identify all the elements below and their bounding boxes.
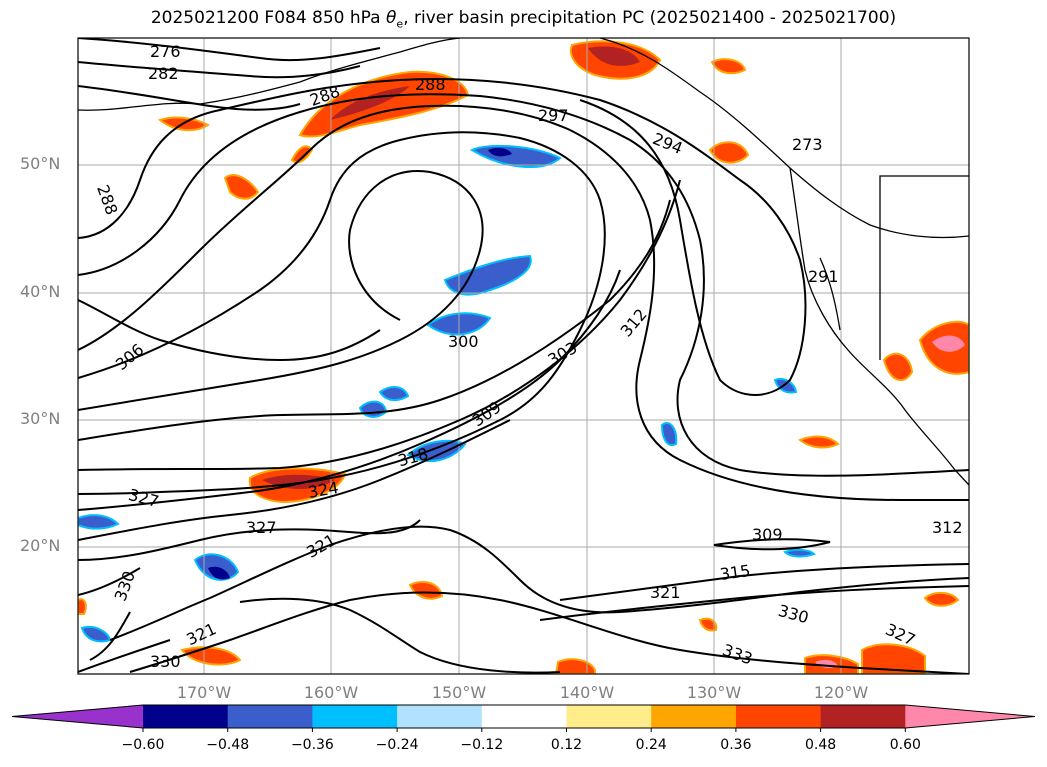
colorbar-tick-label: −0.12: [460, 737, 504, 753]
contour-label: 276: [150, 42, 181, 61]
contour-label: 312: [932, 518, 963, 537]
contour-label: 288: [415, 75, 446, 94]
colorbar-tick-label: 0.48: [805, 737, 837, 753]
colorbar-extend-high: [905, 705, 1035, 728]
colorbar-segment: [312, 705, 398, 728]
lat-label: 30°N: [20, 409, 61, 428]
contour-label: 291: [808, 267, 839, 286]
colorbar-segment: [227, 705, 313, 728]
colorbar-tick-label: −0.24: [375, 737, 419, 753]
lon-label: 150°W: [431, 683, 487, 702]
colorbar-segment: [651, 705, 737, 728]
colorbar: [11, 704, 1036, 732]
lon-label: 170°W: [176, 683, 232, 702]
colorbar-segment: [397, 705, 483, 728]
map-frame: [77, 37, 970, 675]
lat-label: 20°N: [20, 536, 61, 555]
theta-e-contours: [78, 38, 969, 674]
contour-label: 327: [246, 518, 277, 537]
colorbar-tick-label: −0.48: [206, 737, 250, 753]
lon-label: 130°W: [686, 683, 742, 702]
contour-label: 273: [792, 135, 823, 154]
contour-label: 330: [150, 652, 181, 671]
colorbar-tick-label: 0.12: [550, 737, 583, 753]
map-title: 2025021200 F084 850 hPa θe, river basin …: [150, 8, 897, 31]
colorbar-tick-label: 0.60: [889, 737, 921, 753]
contour-label: 297: [538, 106, 569, 125]
colorbar-segment: [820, 705, 906, 728]
colorbar-segment: [566, 705, 652, 728]
colorbar-tick-label: −0.36: [290, 737, 334, 753]
contour-label: 282: [148, 64, 179, 83]
contour-label: 321: [650, 583, 681, 602]
lat-label: 40°N: [20, 282, 61, 301]
colorbar-tick-label: −0.60: [121, 737, 165, 753]
lat-label: 50°N: [20, 154, 61, 173]
colorbar-segment: [143, 705, 229, 728]
colorbar-tick-label: 0.36: [720, 737, 752, 753]
colorbar-tick-label: 0.24: [635, 737, 667, 753]
lon-label: 120°W: [813, 683, 869, 702]
colorbar-segment: [735, 705, 822, 728]
contour-label: 309: [752, 525, 783, 544]
colorbar-segment: [481, 705, 567, 728]
colorbar-extend-low: [12, 705, 143, 728]
coastlines: [78, 38, 969, 486]
lon-label: 140°W: [559, 683, 615, 702]
contour-label: 300: [448, 332, 479, 351]
lon-label: 160°W: [303, 683, 359, 702]
precip-shading: [78, 40, 969, 674]
contour-label: 315: [719, 561, 752, 584]
graticule: [78, 38, 969, 674]
